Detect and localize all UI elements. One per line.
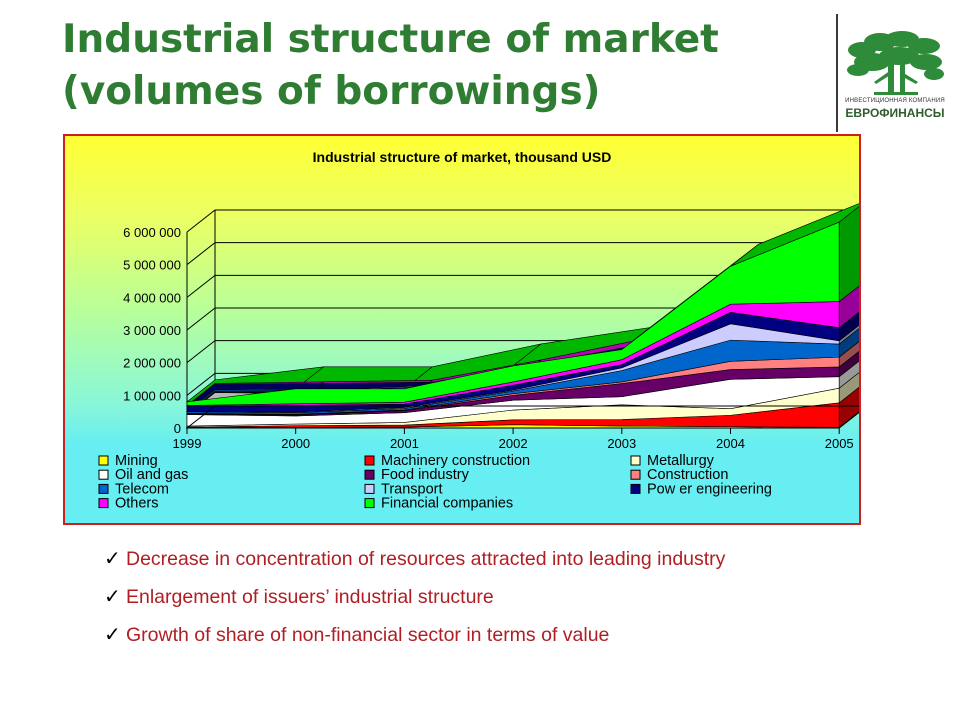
company-logo: ИНВЕСТИЦИОННАЯ КОМПАНИЯ ЕВРОФИНАНСЫ [844,30,946,130]
area-side-face [838,311,859,342]
legend-label: Food industry [381,467,470,483]
legend-swatch [98,455,109,466]
checkmark-icon: ✓ [104,584,121,608]
area-side-face [838,350,859,378]
legend-swatch [630,483,641,494]
gridline-depth [186,372,216,396]
legend-swatch [364,483,375,494]
gridline-depth [186,209,216,233]
bullet-item: ✓ Enlargement of issuers’ industrial str… [104,584,864,610]
gridline-depth [186,340,216,364]
y-tick-label: 5 000 000 [123,258,181,273]
legend-swatch [98,469,109,480]
y-tick-label: 3 000 000 [123,323,181,338]
legend-swatch [98,483,109,494]
area-side-face [838,341,859,368]
logo-caption-small: ИНВЕСТИЦИОННАЯ КОМПАНИЯ [845,98,945,104]
x-tick-label: 2004 [716,436,745,451]
bullet-item: ✓ Decrease in concentration of resources… [104,546,864,572]
area-side-face [838,206,859,303]
y-tick-label: 2 000 000 [123,356,181,371]
legend-swatch [364,455,375,466]
legend-swatch [98,498,109,509]
legend-label: Oil and gas [115,467,188,483]
legend-swatch [630,455,641,466]
legend-swatch [364,469,375,480]
legend-label: Others [115,496,159,512]
x-tick-label: 2005 [825,436,854,451]
legend-swatch [364,498,375,509]
gridline-depth [186,274,216,298]
area-side-face [838,324,859,345]
tree-icon [847,31,944,95]
legend-swatch [630,469,641,480]
area-side-face [838,328,859,358]
slide-title: Industrial structure of market (volumes … [62,14,802,118]
y-tick-label: 1 000 000 [123,388,181,403]
area-side-face [838,372,859,404]
chart-title: Industrial structure of market, thousand… [313,149,612,165]
legend-label: Telecom [115,481,169,497]
bullet-list: ✓ Decrease in concentration of resources… [104,546,864,660]
stacked-area-chart: Industrial structure of market, thousand… [98,149,859,512]
y-tick-label: 6 000 000 [123,225,181,240]
gridline-depth [186,242,216,266]
chart-frame: Industrial structure of market, thousand… [63,134,861,525]
area-side-face [838,386,859,428]
x-tick-label: 2000 [281,436,310,451]
gridline-depth [186,307,216,331]
legend-label: Financial companies [381,496,513,512]
y-tick-label: 4 000 000 [123,290,181,305]
logo-caption-big: ЕВРОФИНАНСЫ [845,106,945,120]
x-tick-label: 1999 [173,436,202,451]
bullet-text: Growth of share of non-financial sector … [126,624,610,646]
bullet-item: ✓ Growth of share of non-financial secto… [104,622,864,648]
checkmark-icon: ✓ [104,546,121,570]
bullet-text: Enlargement of issuers’ industrial struc… [126,586,494,608]
legend-label: Mining [115,453,158,469]
legend-label: Transport [381,481,443,497]
area-side-face [838,360,859,389]
slide-title-line1: Industrial structure of market [62,17,719,62]
area-side-face [838,285,859,329]
legend-label: Machinery construction [381,453,530,469]
checkmark-icon: ✓ [104,622,121,646]
legend-label: Pow er engineering [647,481,772,497]
x-tick-label: 2001 [390,436,419,451]
slide-title-line2: (volumes of borrowings) [62,69,601,114]
y-tick-label: 0 [174,421,181,436]
x-tick-label: 2003 [607,436,636,451]
x-tick-label: 2002 [499,436,528,451]
title-divider [836,14,838,132]
legend-label: Metallurgy [647,453,715,469]
legend-label: Construction [647,467,728,483]
bullet-text: Decrease in concentration of resources a… [126,548,726,570]
